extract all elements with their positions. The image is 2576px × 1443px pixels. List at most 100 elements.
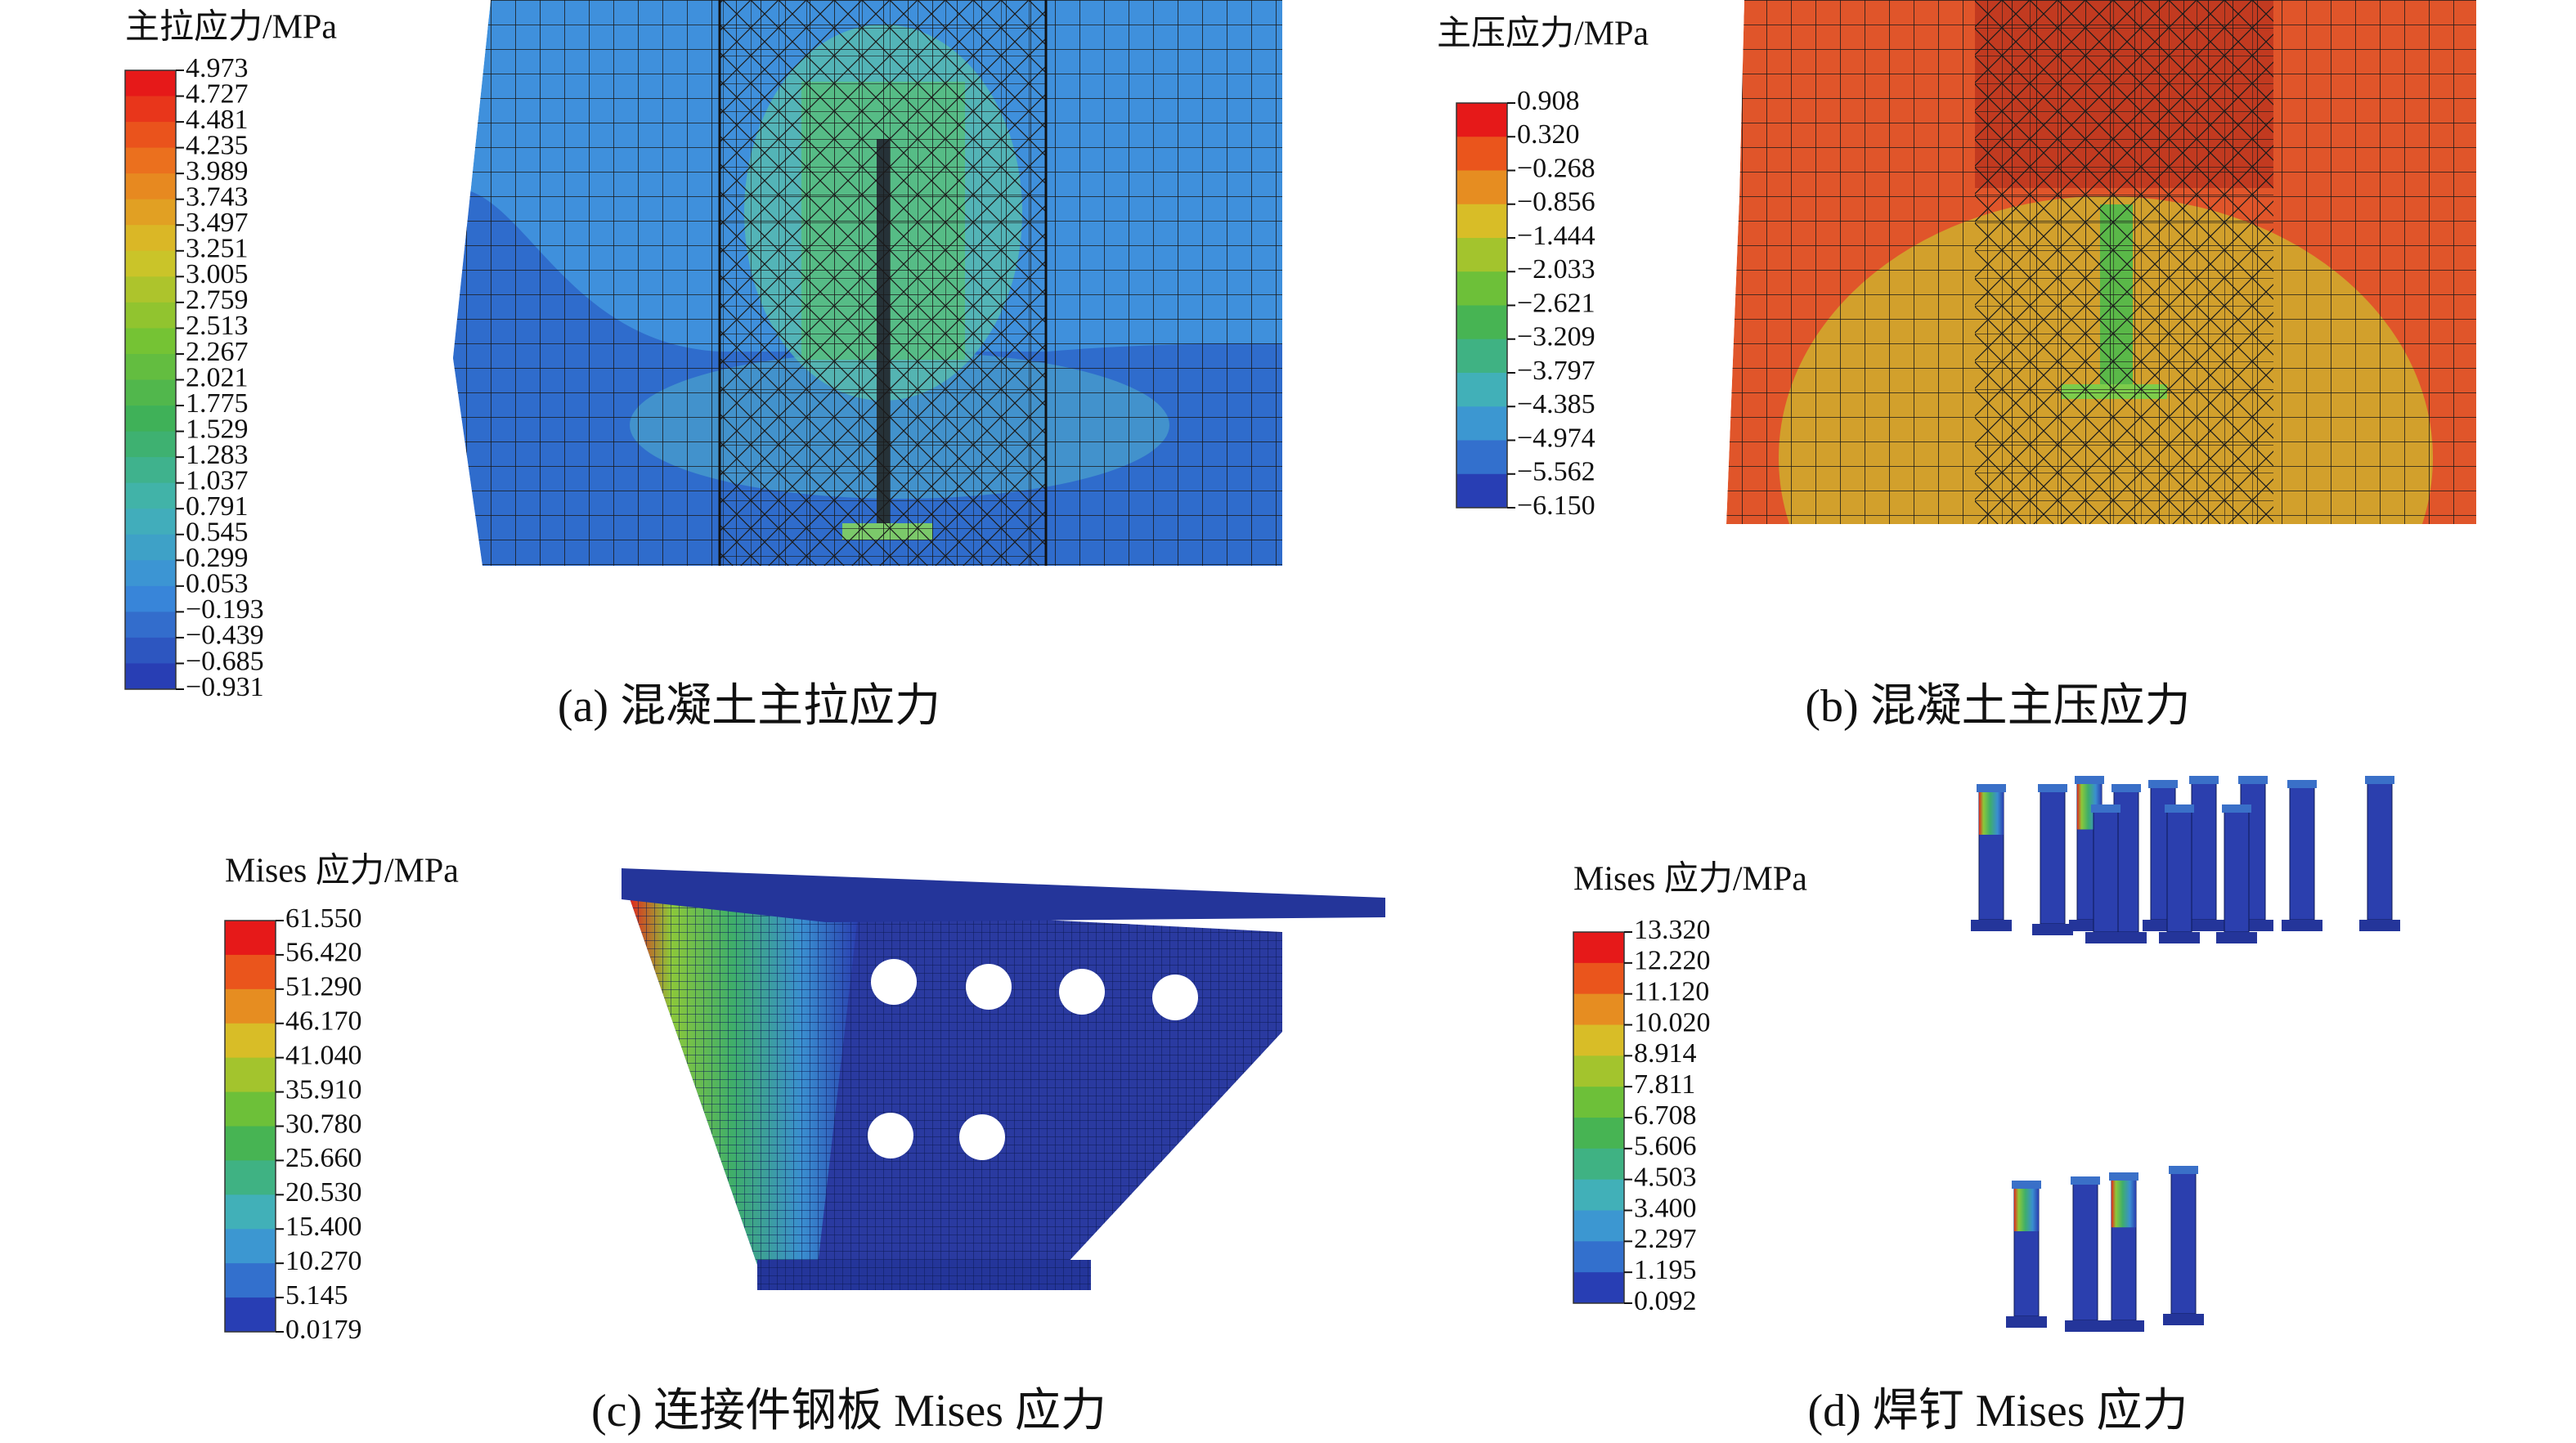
stud-cap (2189, 776, 2219, 784)
stud-cap (2222, 804, 2251, 813)
stud-head (2216, 932, 2257, 943)
legend-band (225, 1126, 276, 1161)
legend-label: 30.780 (285, 1109, 362, 1139)
legend-band (1456, 305, 1507, 340)
legend-label: −0.268 (1517, 153, 1595, 183)
legend-label: 0.908 (1517, 86, 1580, 116)
caption: (a) 混凝土主拉应力 (558, 681, 940, 732)
legend-band (1456, 103, 1507, 137)
legend-label: 1.775 (186, 388, 249, 419)
stud-cap (2071, 1176, 2100, 1185)
legend-band (125, 637, 176, 664)
legend-label: 3.497 (186, 208, 249, 238)
legend-band (125, 276, 176, 303)
legend-label: 4.727 (186, 78, 249, 109)
legend-band (225, 1160, 276, 1195)
stud-head (2085, 932, 2126, 943)
legend-band (225, 988, 276, 1024)
legend-label: 11.120 (1634, 976, 1709, 1006)
legend-band (1456, 473, 1507, 509)
stud-head (2163, 1314, 2204, 1325)
model-c (622, 868, 1385, 1290)
legend-label: 15.400 (285, 1212, 362, 1242)
legend-label: −2.033 (1517, 254, 1595, 285)
legend-label: −5.562 (1517, 457, 1595, 487)
model-a (453, 0, 1282, 566)
legend-band (125, 482, 176, 509)
legend-label: 2.297 (1634, 1224, 1697, 1254)
legend-band (125, 431, 176, 458)
legend-band (225, 1263, 276, 1298)
legend-label: 1.195 (1634, 1255, 1697, 1285)
legend-label: 5.145 (285, 1280, 348, 1311)
legend-band (125, 509, 176, 536)
legend-label: 0.053 (186, 569, 249, 599)
legend-band (1573, 1087, 1624, 1118)
legend-band (225, 1091, 276, 1127)
legend-band (1456, 137, 1507, 171)
legend-label: 10.020 (1634, 1007, 1711, 1037)
legend-label: −0.439 (186, 621, 264, 651)
legend-label: 2.759 (186, 285, 249, 316)
stud-head (2159, 932, 2200, 943)
stud-cap (2038, 784, 2067, 792)
legend-label: −6.150 (1517, 491, 1595, 521)
stud-hot (2014, 1185, 2039, 1231)
stud-cap (2365, 776, 2394, 784)
legend-label: 0.320 (1517, 119, 1580, 150)
stud-cap (2109, 1172, 2138, 1181)
legend-label: 4.235 (186, 130, 249, 160)
stud-cap (2075, 776, 2104, 784)
legend-band (1573, 1179, 1624, 1211)
legend-label: 8.914 (1634, 1038, 1697, 1069)
legend-label: 1.283 (186, 440, 249, 470)
legend-band (1456, 440, 1507, 475)
legend-label: 7.811 (1634, 1069, 1695, 1100)
legend-band (125, 225, 176, 252)
legend-band (1573, 962, 1624, 995)
legend-band (1573, 993, 1624, 1025)
legend-label: −0.685 (186, 646, 264, 676)
stud-cap (2287, 780, 2317, 788)
legend-band (125, 173, 176, 200)
legend-band (1573, 1272, 1624, 1304)
legend-label: 3.989 (186, 156, 249, 186)
legend-label: 5.606 (1634, 1132, 1697, 1162)
stud-head (2282, 920, 2322, 931)
stud-shank (2093, 809, 2119, 933)
legend-label: 2.267 (186, 337, 249, 367)
legend-label: 12.220 (1634, 946, 1711, 976)
legend-label: −4.385 (1517, 389, 1595, 419)
stud-hot (2112, 1177, 2136, 1228)
legend-band (1573, 1118, 1624, 1149)
legend-band (225, 1194, 276, 1230)
legend-label: −0.931 (186, 672, 264, 702)
legend-band (1456, 338, 1507, 374)
stud-hot (1979, 789, 2004, 835)
legend-band (125, 663, 176, 690)
legend-title: Mises 应力/MPa (1573, 860, 1807, 899)
stud-shank (2289, 784, 2315, 921)
legend-band (125, 585, 176, 612)
legend-band (125, 612, 176, 639)
stud-shank (2072, 1181, 2098, 1321)
legend-label: 56.420 (285, 938, 362, 968)
legend-title: 主压应力/MPa (1437, 15, 1649, 53)
legend-band (1456, 406, 1507, 441)
legend-band (1456, 373, 1507, 407)
legend-band (125, 457, 176, 484)
legend-band (1573, 1024, 1624, 1056)
stud-head (2359, 920, 2400, 931)
stud-head (2032, 924, 2073, 935)
legend-label: 0.092 (1634, 1286, 1697, 1316)
legend-band (1456, 170, 1507, 205)
legend-label: 10.270 (285, 1246, 362, 1276)
legend-label: 51.290 (285, 972, 362, 1002)
legend-label: 6.708 (1634, 1100, 1697, 1131)
legend-band (125, 534, 176, 561)
legend-label: −3.797 (1517, 356, 1595, 386)
legend-label: 41.040 (285, 1040, 362, 1070)
legend-band (1573, 1148, 1624, 1181)
legend-label: 2.513 (186, 311, 249, 341)
